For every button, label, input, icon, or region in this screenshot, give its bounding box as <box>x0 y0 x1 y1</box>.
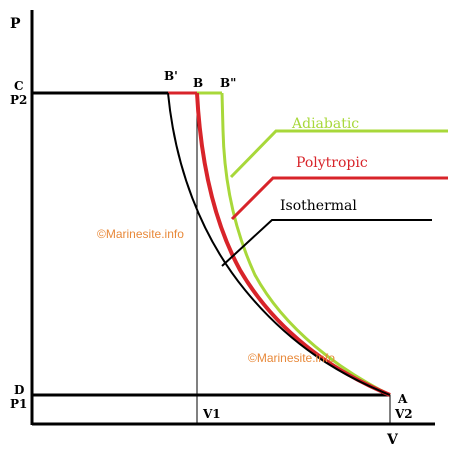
point-c-label: C <box>14 79 24 93</box>
v1-label: V1 <box>202 407 221 421</box>
polytropic-leader <box>230 176 448 221</box>
y-axis-label: P <box>10 16 21 32</box>
point-d-label: D <box>14 383 24 397</box>
v2-label: V2 <box>394 407 413 421</box>
adiabatic-curve <box>220 92 391 397</box>
point-p1-label: P1 <box>10 397 27 411</box>
adiabatic-leader <box>229 129 448 179</box>
isothermal-label: Isothermal <box>280 198 357 214</box>
x-axis-label: V <box>386 432 399 448</box>
isothermal-curve <box>167 92 391 396</box>
point-b-double-prime-label: B" <box>220 76 236 90</box>
point-p2-label: P2 <box>10 93 27 107</box>
polytropic-curve <box>195 92 391 397</box>
point-b-label: B <box>193 76 203 90</box>
watermark-upper: ©Marinesite.info <box>97 227 184 241</box>
watermark-lower: ©Marinesite.info <box>248 351 335 365</box>
isothermal-leader <box>221 219 432 267</box>
point-b-prime-label: B' <box>164 69 178 83</box>
adiabatic-label: Adiabatic <box>291 116 359 132</box>
polytropic-label: Polytropic <box>296 155 368 171</box>
point-a-label: A <box>397 392 408 406</box>
